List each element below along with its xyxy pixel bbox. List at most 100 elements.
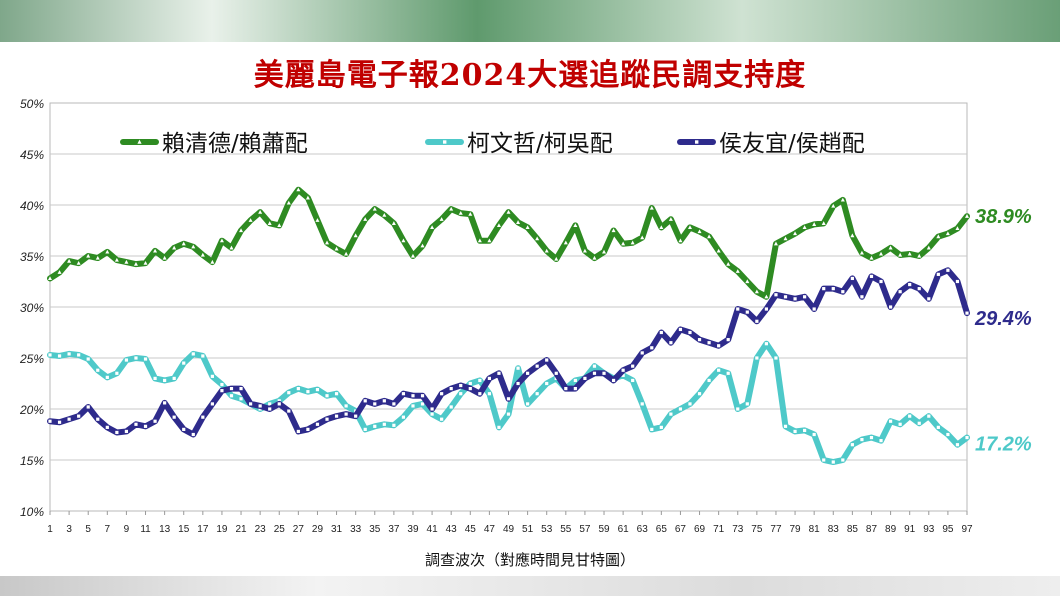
data-point	[793, 297, 797, 301]
data-point	[115, 430, 119, 435]
x-tick-label: 61	[618, 524, 630, 535]
data-point	[96, 368, 100, 372]
data-point	[449, 405, 453, 409]
data-point	[631, 364, 635, 368]
data-point	[458, 210, 463, 215]
data-point	[544, 248, 549, 253]
data-point	[898, 252, 903, 257]
data-point	[926, 245, 931, 250]
data-point	[602, 249, 607, 254]
x-tick-label: 43	[446, 524, 458, 535]
data-point	[678, 327, 683, 332]
data-point	[363, 399, 367, 403]
data-point	[430, 412, 434, 416]
data-point	[134, 356, 138, 360]
data-point	[449, 387, 453, 391]
data-point	[219, 238, 224, 243]
data-point	[697, 392, 702, 396]
y-tick-label: 15%	[20, 454, 44, 468]
data-point	[726, 371, 730, 375]
data-point	[927, 414, 931, 418]
data-point	[564, 387, 568, 391]
data-point	[449, 206, 454, 211]
data-point	[153, 376, 157, 380]
data-point	[697, 229, 702, 234]
data-point	[927, 297, 931, 301]
data-point	[229, 394, 234, 398]
data-point	[315, 388, 320, 392]
x-tick-label: 29	[312, 524, 324, 535]
data-point	[554, 371, 558, 375]
data-point	[182, 361, 186, 365]
data-point	[755, 356, 759, 360]
data-point	[888, 245, 893, 250]
data-point	[793, 231, 798, 236]
data-point	[325, 417, 329, 421]
x-tick-label: 79	[790, 524, 802, 535]
x-tick-label: 37	[388, 524, 400, 535]
data-point	[582, 248, 587, 253]
data-point	[850, 233, 855, 238]
data-point	[869, 435, 874, 440]
data-point	[133, 261, 138, 266]
y-tick-label: 40%	[20, 199, 44, 213]
bottom-background-band	[0, 576, 1060, 596]
data-point	[850, 276, 854, 281]
data-point	[516, 366, 520, 370]
legend-marker	[443, 140, 447, 144]
data-point	[468, 381, 472, 386]
data-point	[67, 258, 72, 263]
x-tick-label: 97	[961, 524, 973, 535]
x-tick-label: 39	[407, 524, 419, 535]
data-point	[640, 235, 645, 240]
data-point	[526, 371, 530, 375]
y-tick-label: 30%	[20, 301, 44, 315]
data-point	[57, 420, 62, 424]
data-point	[420, 243, 425, 248]
data-point	[478, 378, 482, 383]
data-point	[945, 231, 950, 236]
data-point	[812, 222, 817, 226]
data-point	[334, 414, 339, 418]
data-point	[812, 432, 816, 437]
data-point	[831, 287, 835, 291]
data-point	[306, 427, 310, 431]
data-point	[745, 310, 749, 314]
data-point	[430, 225, 435, 230]
x-tick-label: 59	[598, 524, 610, 535]
data-point	[879, 279, 883, 284]
data-point	[373, 424, 377, 428]
data-point	[687, 225, 692, 230]
x-tick-label: 49	[503, 524, 515, 535]
y-tick-label: 25%	[19, 352, 44, 366]
data-point	[487, 238, 492, 243]
data-point	[248, 402, 253, 406]
data-point	[506, 412, 511, 416]
top-background-band	[0, 0, 1060, 42]
x-axis-label: 調查波次（對應時間見甘特圖）	[424, 551, 635, 569]
data-point	[497, 425, 501, 429]
data-point	[888, 419, 893, 423]
data-point	[229, 387, 234, 391]
data-point	[717, 368, 721, 372]
data-point	[143, 424, 148, 428]
data-point	[268, 407, 272, 411]
data-point	[526, 402, 530, 406]
x-tick-label: 27	[293, 524, 305, 535]
data-point	[334, 392, 339, 396]
data-point	[773, 241, 778, 246]
x-tick-label: 35	[369, 524, 381, 535]
data-point	[220, 389, 224, 393]
data-point	[468, 211, 473, 216]
data-point	[220, 382, 224, 387]
data-point	[440, 392, 444, 396]
data-point	[659, 330, 663, 335]
x-tick-label: 13	[159, 524, 171, 535]
chart-title: 美麗島電子報2024大選追蹤民調支持度	[253, 58, 807, 93]
data-point	[487, 392, 491, 396]
data-point	[124, 259, 129, 264]
data-point	[668, 217, 673, 221]
data-point	[306, 390, 310, 394]
data-point	[86, 405, 90, 409]
x-tick-label: 57	[579, 524, 591, 535]
